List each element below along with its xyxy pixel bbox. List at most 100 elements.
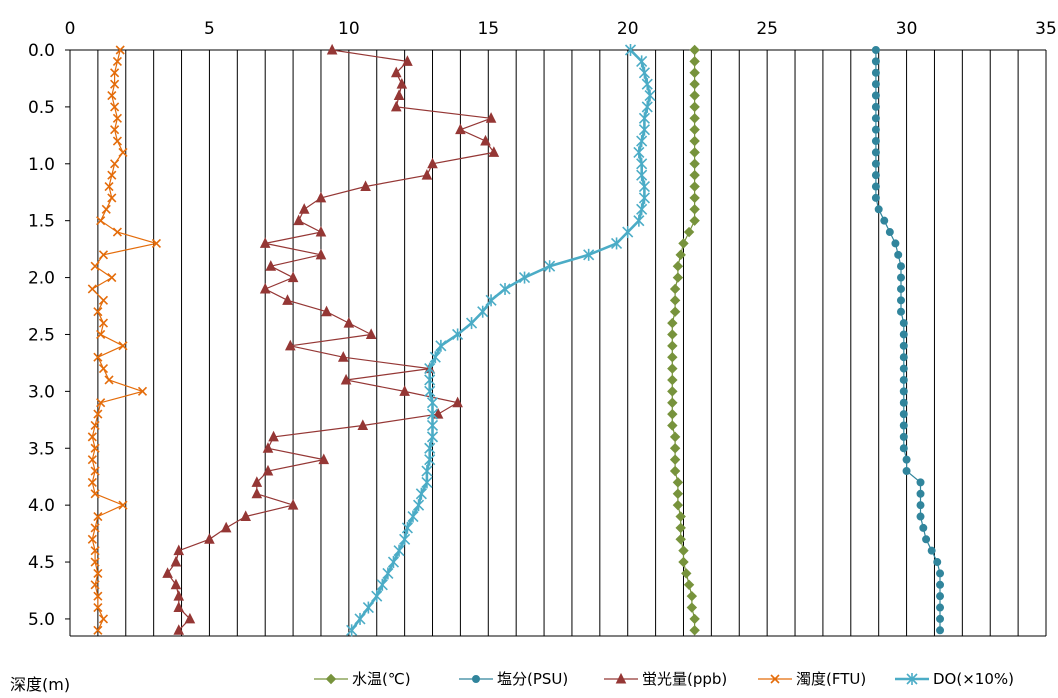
data-point — [424, 385, 436, 398]
data-point — [426, 408, 439, 421]
data-point — [624, 44, 637, 56]
data-point — [633, 214, 645, 227]
data-point — [936, 614, 945, 623]
marker-stroke — [93, 511, 103, 522]
data-point — [107, 193, 117, 203]
series-line — [350, 49, 652, 632]
data-point — [499, 282, 511, 295]
marker-stroke — [112, 227, 122, 237]
data-point — [672, 272, 684, 283]
data-point — [896, 296, 905, 305]
data-point — [899, 410, 908, 419]
data-point — [922, 535, 931, 544]
marker-stroke — [93, 409, 103, 419]
data-point — [675, 249, 686, 261]
data-point — [93, 352, 103, 362]
data-point — [871, 148, 880, 157]
data-point — [435, 339, 447, 352]
data-point — [683, 579, 695, 591]
data-point — [90, 443, 100, 453]
marker-stroke — [93, 591, 103, 601]
data-point — [112, 56, 122, 66]
data-point — [644, 89, 656, 102]
marker-stroke — [98, 250, 109, 260]
data-point — [343, 316, 355, 328]
marker-stroke — [90, 557, 100, 567]
data-point — [667, 352, 678, 363]
marker-stroke — [98, 614, 109, 624]
axis-layer: 0 5 10 15 20 25 30 35 0.0 0.5 1.0 1.5 2.0 2.5 3.0 3.5 4.… — [28, 19, 1057, 630]
data-point — [259, 237, 271, 248]
data-point — [390, 100, 402, 112]
data-point — [689, 215, 700, 226]
data-point — [173, 544, 185, 556]
marker-stroke — [93, 625, 103, 635]
data-point — [170, 578, 182, 590]
data-point — [871, 171, 880, 180]
data-point — [220, 521, 232, 533]
data-point — [371, 590, 383, 603]
data-point — [638, 191, 651, 204]
data-point — [638, 66, 651, 79]
legend-label: DO(×10%) — [933, 670, 1014, 688]
y-tick-label: 4.5 — [28, 553, 55, 573]
data-point — [936, 603, 945, 612]
data-point — [899, 421, 908, 430]
data-point — [387, 556, 400, 569]
data-point — [424, 453, 436, 466]
data-point — [268, 430, 279, 442]
marker-stroke — [90, 523, 100, 533]
data-point — [669, 431, 681, 443]
data-point — [87, 477, 97, 487]
data-point — [678, 545, 689, 556]
data-point — [315, 191, 327, 203]
data-point — [265, 260, 277, 271]
data-point — [871, 80, 880, 89]
data-point — [933, 558, 942, 567]
marker-stroke — [107, 273, 117, 283]
data-point — [638, 112, 651, 125]
series-line — [875, 50, 941, 631]
data-point — [683, 226, 695, 238]
data-point — [871, 193, 880, 202]
y-tick-label: 0.0 — [28, 41, 55, 61]
data-point — [90, 466, 100, 476]
marker-stroke — [110, 125, 120, 135]
marker-stroke — [107, 90, 117, 101]
data-point — [393, 544, 405, 557]
data-point — [672, 260, 684, 272]
data-point — [902, 467, 911, 476]
data-point — [365, 328, 377, 339]
data-point — [669, 443, 681, 454]
data-point — [93, 568, 103, 578]
data-point — [87, 284, 97, 294]
data-point — [667, 363, 678, 374]
data-point — [112, 113, 122, 123]
legend-marker — [325, 673, 337, 685]
data-point — [689, 135, 700, 147]
data-point — [871, 125, 880, 134]
marker-stroke — [101, 204, 111, 214]
data-point — [287, 271, 299, 283]
marker-stroke — [112, 56, 122, 66]
y-axis-title: 深度(m) — [10, 675, 70, 694]
legend-label: 水温(℃) — [352, 670, 411, 688]
series-layer — [87, 43, 945, 637]
legend-marker — [615, 672, 627, 684]
marker-stroke — [87, 455, 97, 465]
data-point — [916, 489, 925, 498]
marker-stroke — [151, 238, 162, 249]
data-point — [110, 125, 120, 135]
legend-label: 濁度(FTU) — [796, 670, 866, 688]
data-point — [689, 192, 700, 204]
data-point — [315, 248, 327, 260]
data-point — [927, 546, 936, 555]
data-point — [544, 260, 556, 273]
data-point — [315, 225, 327, 237]
data-point — [93, 591, 103, 601]
data-point — [902, 455, 911, 464]
marker-stroke — [87, 477, 97, 487]
data-point — [678, 556, 689, 568]
data-point — [465, 317, 478, 330]
x-tick-label: 30 — [896, 19, 918, 39]
